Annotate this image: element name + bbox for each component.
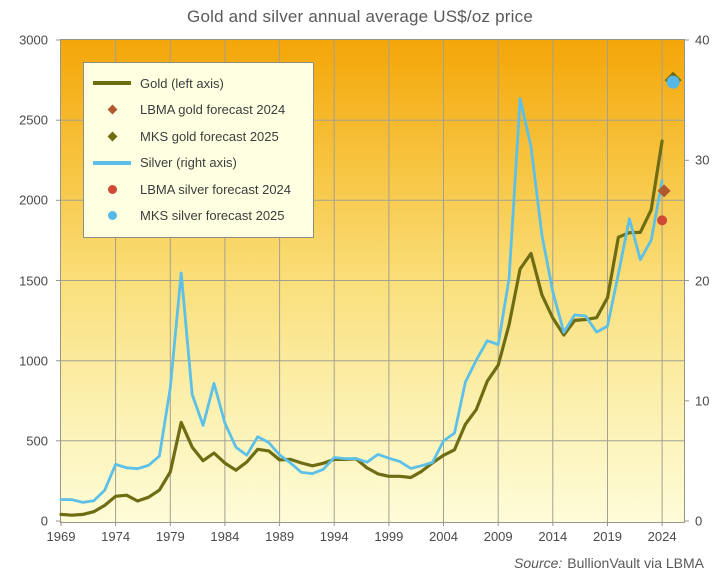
source-text: BullionVault via LBMA xyxy=(567,555,704,571)
y-left-tick-label: 2000 xyxy=(19,192,48,208)
y-left-tick-label: 1500 xyxy=(19,273,48,288)
y-left-tick-label: 500 xyxy=(26,433,48,449)
x-tick-label: 1984 xyxy=(210,529,240,544)
legend-label: LBMA gold forecast 2024 xyxy=(140,102,286,118)
lbma-silver-forecast-marker xyxy=(657,215,668,226)
legend-item-silver: Silver (right axis) xyxy=(93,150,313,177)
legend-label: MKS gold forecast 2025 xyxy=(140,128,279,144)
gold-price-line xyxy=(59,139,664,517)
x-tick-label: 2024 xyxy=(647,529,677,544)
chart-legend: Gold (left axis) LBMA gold forecast 2024… xyxy=(83,62,314,238)
legend-item-mks-gold-forecast: MKS gold forecast 2025 xyxy=(93,123,313,150)
legend-item-lbma-silver-forecast: LBMA silver forecast 2024 xyxy=(93,176,313,203)
x-tick-label: 2004 xyxy=(429,529,458,544)
legend-item-lbma-gold-forecast: LBMA gold forecast 2024 xyxy=(93,97,313,124)
y-right-tick-label: 0 xyxy=(695,513,703,529)
source-attribution: Source: BullionVault via LBMA xyxy=(514,555,704,571)
mks-silver-circle-icon xyxy=(107,211,117,221)
x-tick-label: 1994 xyxy=(319,529,349,544)
legend-item-mks-silver-forecast: MKS silver forecast 2025 xyxy=(93,203,313,230)
mks-gold-diamond-icon xyxy=(107,131,117,142)
mks-silver-forecast-marker xyxy=(666,75,680,89)
legend-label: MKS silver forecast 2025 xyxy=(140,208,285,224)
y-left-tick-label: 3000 xyxy=(19,32,48,48)
lbma-gold-forecast-marker xyxy=(657,184,671,198)
y-right-tick-label: 30 xyxy=(695,152,710,168)
x-tick-label: 2014 xyxy=(538,529,568,544)
silver-line-swatch xyxy=(93,160,131,165)
x-tick-label: 2019 xyxy=(593,529,622,544)
y-right-tick-label: 10 xyxy=(695,393,710,409)
gold-line-swatch xyxy=(93,81,131,86)
x-tick-label: 1989 xyxy=(265,529,295,544)
source-prefix: Source: xyxy=(514,555,563,571)
silver-price-line xyxy=(59,97,664,504)
legend-label: Silver (right axis) xyxy=(140,155,237,171)
x-tick-label: 1979 xyxy=(155,529,185,544)
legend-label: Gold (left axis) xyxy=(140,75,224,91)
y-left-tick-label: 0 xyxy=(40,513,48,529)
lbma-gold-diamond-icon xyxy=(107,104,117,115)
x-tick-label: 1969 xyxy=(46,529,76,544)
legend-item-gold: Gold (left axis) xyxy=(93,70,313,97)
y-right-tick-label: 20 xyxy=(695,273,710,288)
x-tick-label: 1974 xyxy=(101,529,131,544)
lbma-silver-circle-icon xyxy=(107,184,117,194)
y-right-tick-label: 40 xyxy=(695,32,710,48)
y-left-tick-label: 1000 xyxy=(19,353,48,369)
x-tick-label: 1999 xyxy=(374,529,404,544)
y-left-tick-label: 2500 xyxy=(19,112,48,128)
chart-title: Gold and silver annual average US$/oz pr… xyxy=(187,7,533,26)
x-tick-label: 2009 xyxy=(483,529,513,544)
legend-label: LBMA silver forecast 2024 xyxy=(140,181,292,197)
